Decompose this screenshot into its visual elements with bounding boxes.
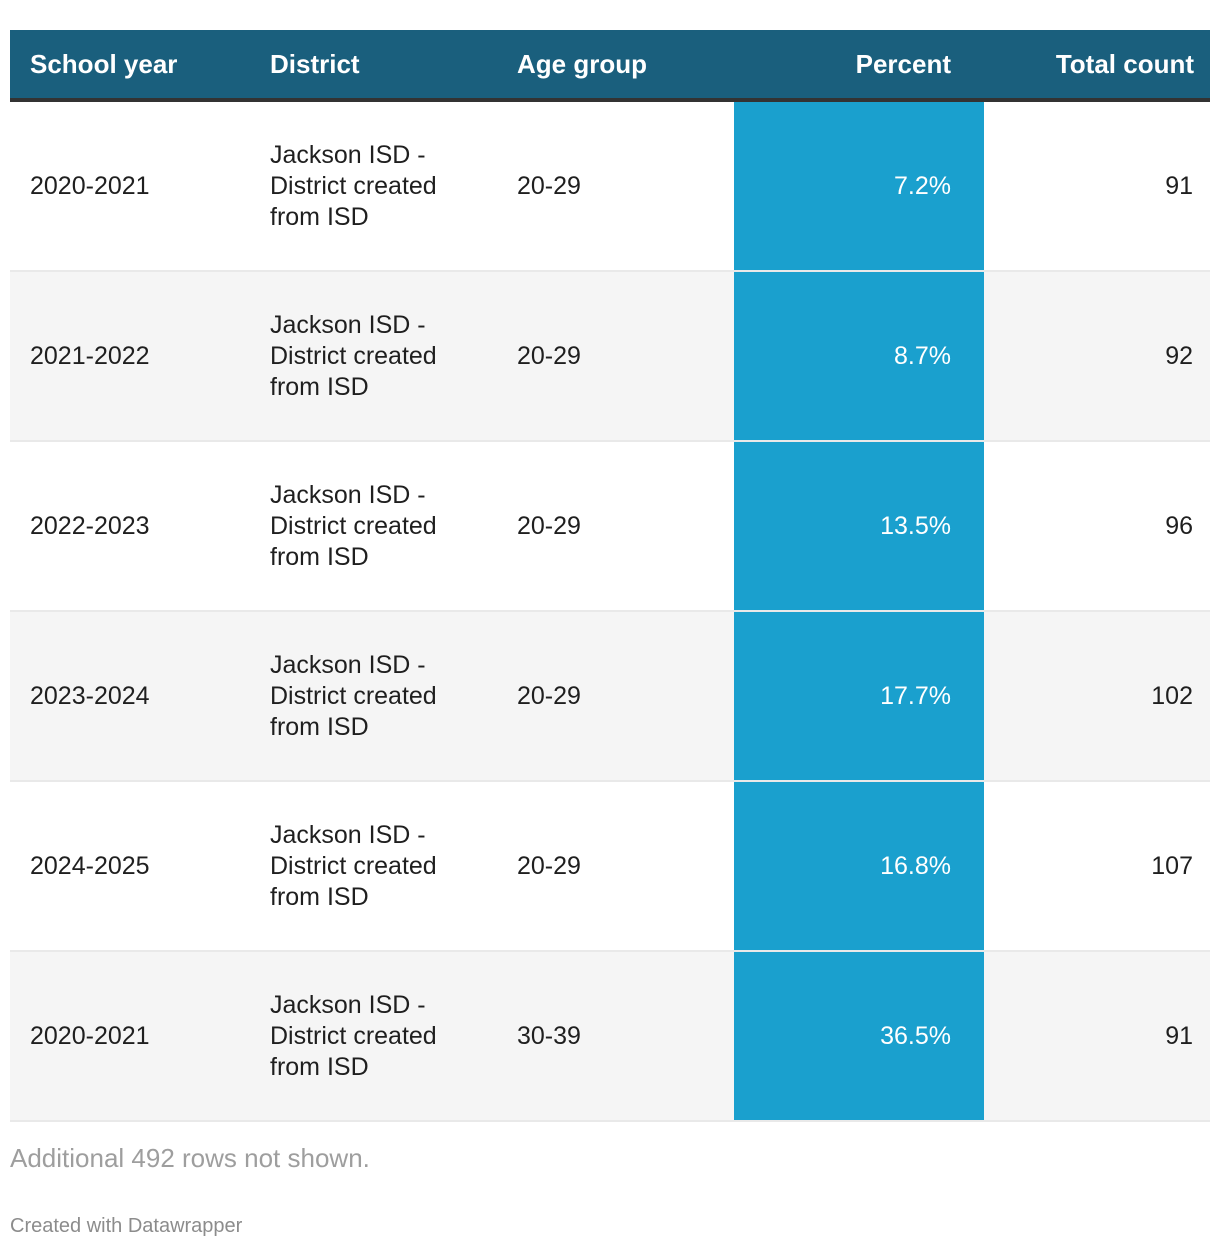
percent-value: 8.7% [894,341,951,370]
column-header-district[interactable]: District [270,48,360,79]
cell-district: Jackson ISD - District created from ISD [250,442,498,610]
cell-percent: 36.5% [734,952,984,1120]
table-row: 2020-2021 Jackson ISD - District created… [10,102,1210,272]
cell-district: Jackson ISD - District created from ISD [250,782,498,950]
cell-district: Jackson ISD - District created from ISD [250,272,498,440]
cell-school-year: 2022-2023 [30,511,150,540]
cell-percent: 16.8% [734,782,984,950]
table-row: 2021-2022 Jackson ISD - District created… [10,272,1210,442]
cell-age-group: 30-39 [517,1021,581,1050]
district-text: Jackson ISD - District created from ISD [270,480,437,571]
percent-value: 17.7% [880,681,951,710]
percent-value: 13.5% [880,511,951,540]
cell-district: Jackson ISD - District created from ISD [250,102,498,270]
cell-total-count: 102 [1151,681,1193,710]
cell-district: Jackson ISD - District created from ISD [250,612,498,780]
cell-total-count: 91 [1165,171,1193,200]
cell-total-count: 92 [1165,341,1193,370]
cell-school-year: 2023-2024 [30,681,150,710]
column-header-school-year[interactable]: School year [30,48,178,79]
column-header-total-count[interactable]: Total count [1055,48,1194,79]
district-text: Jackson ISD - District created from ISD [270,990,437,1081]
table-header-row: School year District Age group Percent T… [10,30,1210,102]
cell-age-group: 20-29 [517,851,581,880]
cell-percent: 13.5% [734,442,984,610]
cell-age-group: 20-29 [517,511,581,540]
datawrapper-attribution-link[interactable]: Created with Datawrapper [10,1215,243,1237]
data-table: School year District Age group Percent T… [10,30,1210,1122]
district-text: Jackson ISD - District created from ISD [270,650,437,741]
cell-age-group: 20-29 [517,681,581,710]
percent-value: 16.8% [880,851,951,880]
percent-value: 7.2% [894,171,951,200]
table-row: 2023-2024 Jackson ISD - District created… [10,612,1210,782]
cell-percent: 17.7% [734,612,984,780]
percent-value: 36.5% [880,1021,951,1050]
datawrapper-table-page: School year District Age group Percent T… [0,30,1220,1246]
cell-school-year: 2024-2025 [30,851,150,880]
district-text: Jackson ISD - District created from ISD [270,820,437,911]
cell-district: Jackson ISD - District created from ISD [250,952,498,1120]
cell-total-count: 91 [1165,1021,1193,1050]
cell-age-group: 20-29 [517,341,581,370]
cell-school-year: 2020-2021 [30,171,150,200]
column-header-age-group[interactable]: Age group [517,48,647,79]
table-row: 2020-2021 Jackson ISD - District created… [10,952,1210,1122]
cell-school-year: 2020-2021 [30,1021,150,1050]
district-text: Jackson ISD - District created from ISD [270,140,437,231]
cell-school-year: 2021-2022 [30,341,150,370]
district-text: Jackson ISD - District created from ISD [270,310,437,401]
rows-not-shown-note: Additional 492 rows not shown. [10,1143,370,1173]
cell-age-group: 20-29 [517,171,581,200]
table-row: 2024-2025 Jackson ISD - District created… [10,782,1210,952]
cell-percent: 7.2% [734,102,984,270]
table-row: 2022-2023 Jackson ISD - District created… [10,442,1210,612]
cell-total-count: 96 [1165,511,1193,540]
cell-percent: 8.7% [734,272,984,440]
column-header-percent[interactable]: Percent [855,48,951,79]
cell-total-count: 107 [1151,851,1193,880]
